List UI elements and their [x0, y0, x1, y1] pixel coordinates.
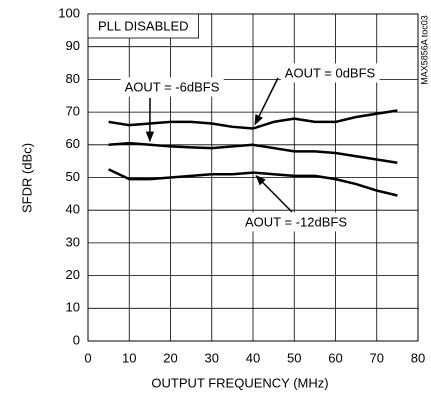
y-axis-label: SFDR (dBc) [19, 143, 34, 213]
series-label: AOUT = -6dBFS [125, 79, 220, 94]
series-line [108, 141, 398, 165]
series-line [108, 109, 398, 130]
x-tick-label: 10 [122, 350, 136, 365]
x-tick-label: 40 [246, 350, 260, 365]
x-tick-label: 30 [205, 350, 219, 365]
y-tick-label: 40 [66, 202, 80, 217]
y-tick-label: 20 [66, 267, 80, 282]
label-background [280, 63, 380, 83]
y-tick-label: 90 [66, 38, 80, 53]
x-tick-label: 80 [411, 350, 425, 365]
chart-title: PLL DISABLED [98, 18, 189, 33]
y-tick-label: 0 [73, 332, 80, 347]
annotation-arrow [255, 175, 293, 213]
annotation-arrow [254, 77, 279, 126]
series-line [108, 168, 398, 197]
plot-frame [87, 13, 419, 342]
y-tick-label: 80 [66, 71, 80, 86]
x-tick-label: 70 [370, 350, 384, 365]
figure-code: MAX5856A toc03 [419, 15, 429, 85]
x-tick-label: 20 [163, 350, 177, 365]
y-tick-label: 60 [66, 136, 80, 151]
series-label: AOUT = 0dBFS [285, 65, 376, 80]
label-background [241, 212, 352, 232]
x-tick-label: 60 [328, 350, 342, 365]
y-tick-label: 30 [66, 234, 80, 249]
title-box [87, 13, 199, 39]
y-tick-label: 70 [66, 104, 80, 119]
x-axis-label: OUTPUT FREQUENCY (MHz) [151, 375, 328, 390]
y-tick-label: 50 [66, 169, 80, 184]
label-background [120, 77, 224, 97]
series-label: AOUT = -12dBFS [245, 214, 347, 229]
x-tick-label: 50 [287, 350, 301, 365]
y-tick-label: 100 [58, 5, 80, 20]
x-tick-label: 0 [84, 350, 91, 365]
y-tick-label: 10 [66, 300, 80, 315]
